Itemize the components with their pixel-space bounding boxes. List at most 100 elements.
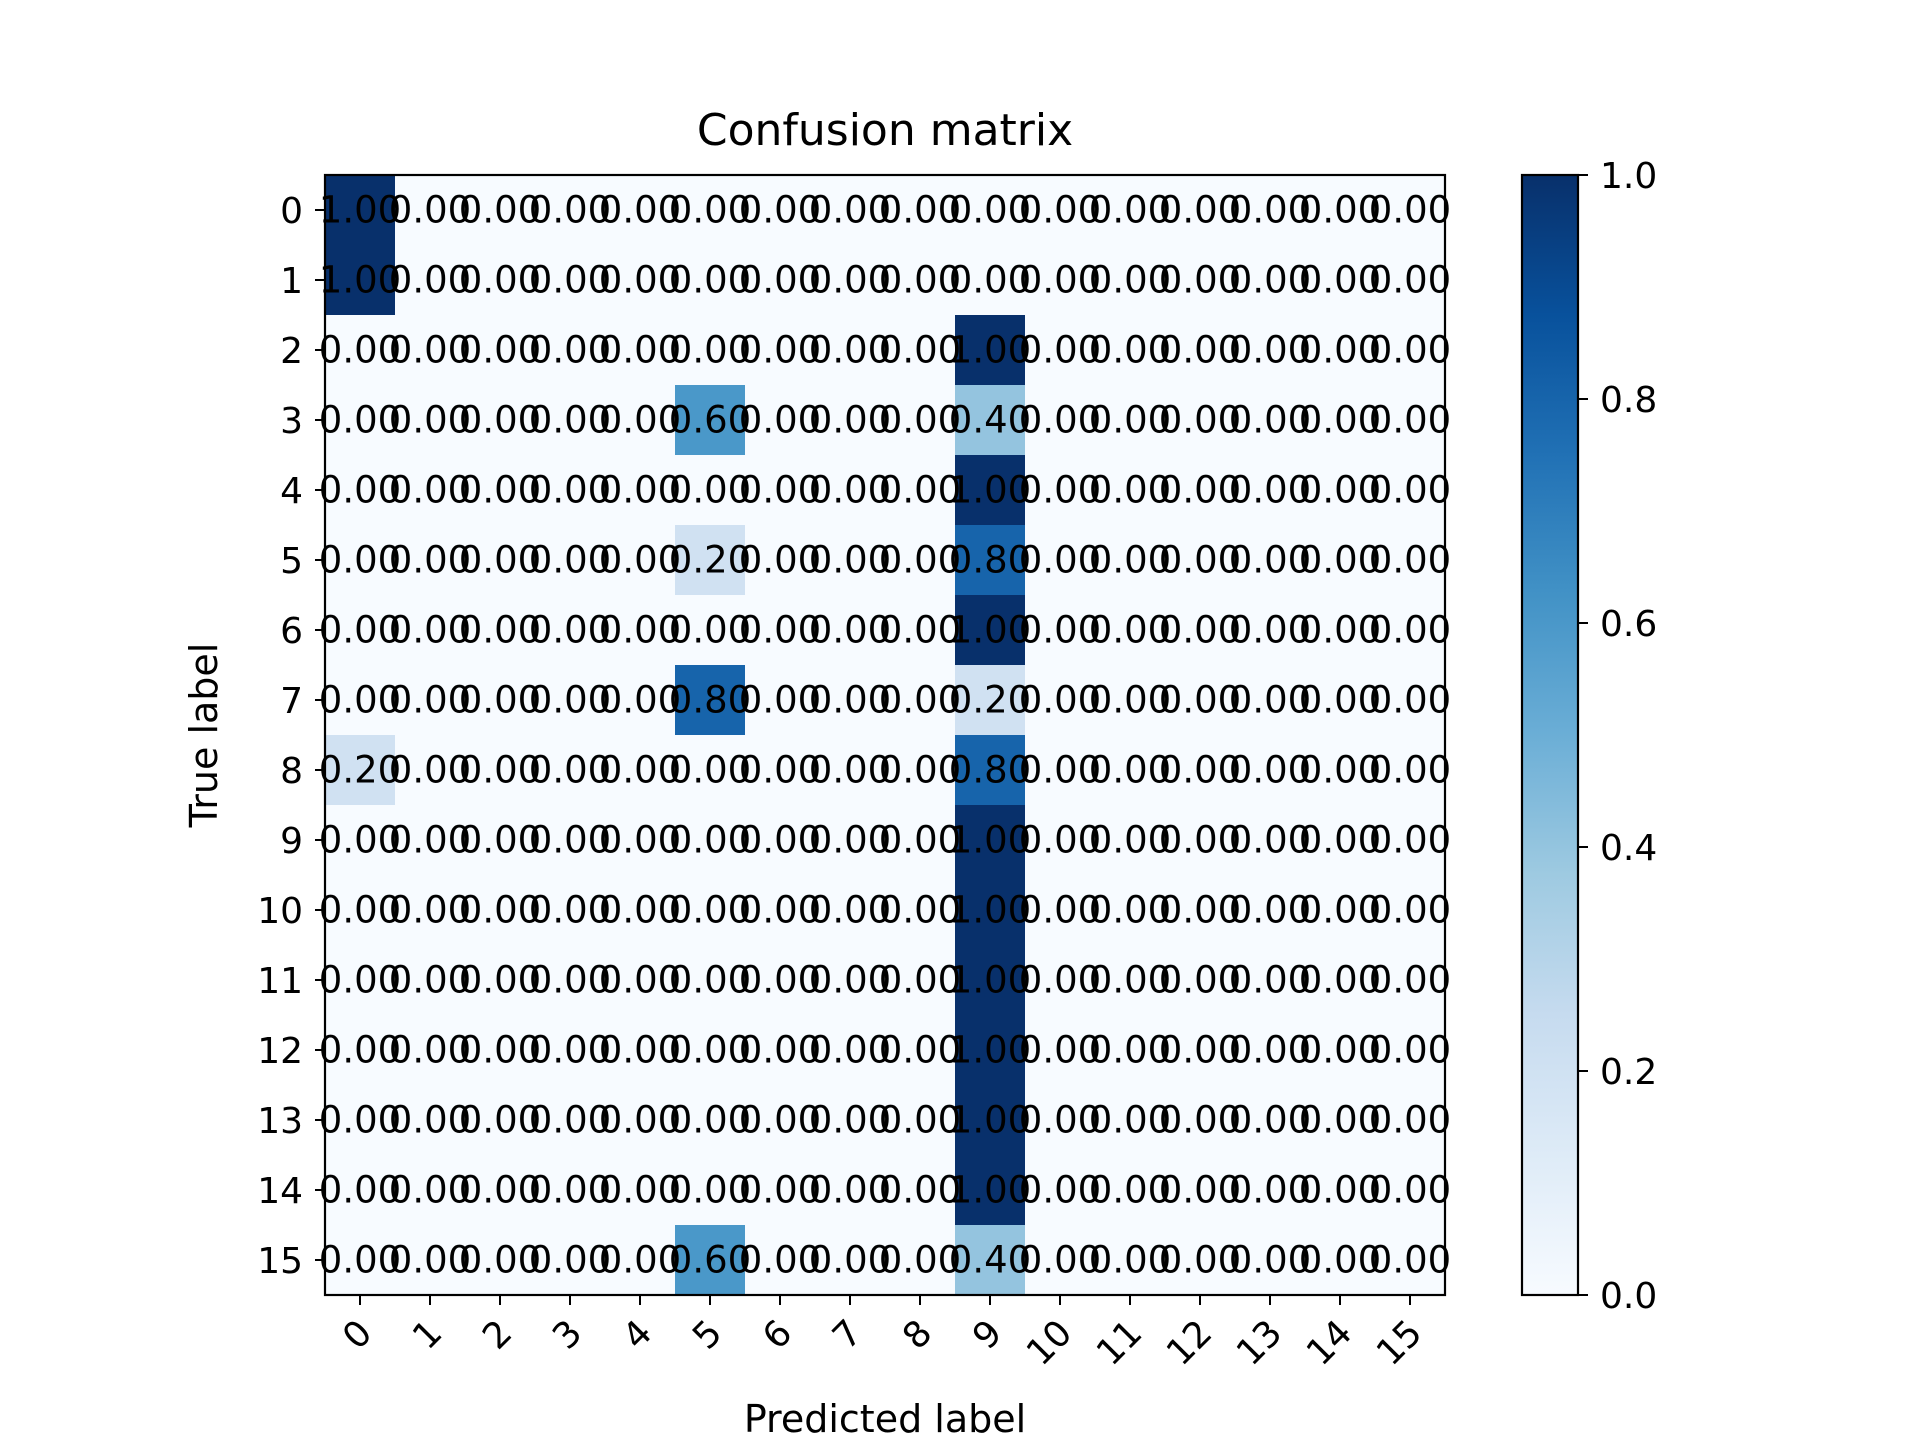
cell-value-label: 0.00 — [1159, 539, 1241, 582]
heatmap-cell — [1305, 525, 1376, 596]
heatmap-cell — [395, 805, 466, 876]
x-tick-label: 0 — [335, 1312, 380, 1357]
cell-value-label: 0.00 — [1089, 399, 1171, 442]
heatmap-cell — [885, 1225, 956, 1296]
cell-value-label: 0.00 — [1369, 609, 1451, 652]
cell-value-label: 0.00 — [389, 539, 471, 582]
heatmap-cell — [675, 1015, 746, 1086]
cell-value-label: 0.00 — [669, 189, 751, 232]
x-tick-label: 6 — [755, 1312, 800, 1357]
heatmap-cell — [605, 385, 676, 456]
heatmap-cell — [675, 1155, 746, 1226]
heatmap-cell — [535, 805, 606, 876]
cell-value-label: 0.00 — [809, 1029, 891, 1072]
cell-value-label: 0.00 — [739, 1169, 821, 1212]
heatmap-cell — [395, 1225, 466, 1296]
cell-value-label: 0.00 — [949, 189, 1031, 232]
cell-value-label: 0.00 — [389, 259, 471, 302]
heatmap-cell — [535, 315, 606, 386]
heatmap-cell — [1165, 1155, 1236, 1226]
cell-value-label: 0.00 — [1089, 889, 1171, 932]
cell-value-label: 0.00 — [389, 679, 471, 722]
heatmap-cell — [1165, 665, 1236, 736]
heatmap-cell — [955, 315, 1026, 386]
heatmap-cell — [325, 945, 396, 1016]
cell-value-label: 0.00 — [1089, 469, 1171, 512]
cell-value-label: 0.00 — [879, 889, 961, 932]
heatmap-cell — [1095, 945, 1166, 1016]
cell-value-label: 0.00 — [739, 259, 821, 302]
heatmap-cell — [815, 245, 886, 316]
colorbar — [1520, 173, 1580, 1297]
heatmap-cell — [815, 1085, 886, 1156]
cell-value-label: 0.00 — [459, 329, 541, 372]
cell-value-label: 0.00 — [319, 819, 401, 862]
cell-value-label: 0.00 — [809, 469, 891, 512]
cell-value-label: 1.00 — [949, 1169, 1031, 1212]
heatmap-cell — [815, 455, 886, 526]
heatmap-cell — [745, 175, 816, 246]
heatmap-cell — [815, 175, 886, 246]
heatmap-cell — [675, 315, 746, 386]
heatmap-cell — [1025, 875, 1096, 946]
cell-value-label: 0.00 — [1159, 469, 1241, 512]
cell-value-label: 0.00 — [1159, 1029, 1241, 1072]
heatmap-cell — [745, 385, 816, 456]
cell-value-label: 0.00 — [1089, 329, 1171, 372]
heatmap-cell — [815, 525, 886, 596]
cell-value-label: 0.00 — [1019, 889, 1101, 932]
heatmap-cell — [815, 805, 886, 876]
cell-value-label: 0.00 — [1089, 1239, 1171, 1282]
cell-value-label: 0.00 — [1369, 259, 1451, 302]
heatmap-cell — [1305, 945, 1376, 1016]
cell-value-label: 0.00 — [1299, 1169, 1381, 1212]
cell-value-label: 0.00 — [529, 1169, 611, 1212]
cell-value-label: 0.00 — [1229, 609, 1311, 652]
cell-value-label: 0.00 — [1019, 959, 1101, 1002]
heatmap-cell — [675, 735, 746, 806]
x-tick-label: 8 — [895, 1312, 940, 1357]
heatmap-cell — [1375, 1225, 1446, 1296]
heatmap-cell — [465, 805, 536, 876]
cell-value-label: 0.00 — [1019, 399, 1101, 442]
cell-value-label: 0.00 — [1229, 469, 1311, 512]
cell-value-label: 0.00 — [879, 189, 961, 232]
heatmap-cell — [1375, 945, 1446, 1016]
cell-value-label: 0.00 — [389, 1029, 471, 1072]
heatmap-cell — [1165, 455, 1236, 526]
heatmap-cell — [325, 1015, 396, 1086]
cell-value-label: 0.00 — [1159, 1169, 1241, 1212]
heatmap-cell — [325, 875, 396, 946]
cell-value-label: 0.00 — [319, 1029, 401, 1072]
colorbar-tick-label: 0.4 — [1600, 828, 1657, 869]
heatmap-cell — [1025, 1085, 1096, 1156]
heatmap-cell — [1235, 245, 1306, 316]
heatmap-cell — [885, 455, 956, 526]
cell-value-label: 0.00 — [459, 609, 541, 652]
heatmap-cell — [1165, 945, 1236, 1016]
heatmap-cell — [395, 945, 466, 1016]
heatmap-cell — [535, 1225, 606, 1296]
cell-value-label: 0.00 — [599, 889, 681, 932]
y-tick-label: 8 — [280, 751, 303, 792]
cell-value-label: 0.00 — [389, 959, 471, 1002]
cell-value-label: 0.00 — [529, 189, 611, 232]
heatmap-cell — [815, 1155, 886, 1226]
cell-value-label: 0.00 — [599, 399, 681, 442]
heatmap-cell — [1235, 455, 1306, 526]
cell-value-label: 0.00 — [1019, 1169, 1101, 1212]
cell-value-label: 0.00 — [1019, 329, 1101, 372]
heatmap-cell — [1025, 595, 1096, 666]
heatmap-cell — [535, 245, 606, 316]
heatmap-cell — [605, 455, 676, 526]
heatmap-cell — [1375, 175, 1446, 246]
cell-value-label: 0.00 — [1089, 1169, 1171, 1212]
heatmap-cell — [955, 1155, 1026, 1226]
x-axis-label: Predicted label — [744, 1397, 1026, 1440]
heatmap-cell — [1305, 595, 1376, 666]
cell-value-label: 0.00 — [739, 889, 821, 932]
cell-value-label: 0.00 — [669, 889, 751, 932]
cell-value-label: 0.00 — [319, 399, 401, 442]
heatmap-cell — [1025, 805, 1096, 876]
cell-value-label: 0.00 — [879, 329, 961, 372]
